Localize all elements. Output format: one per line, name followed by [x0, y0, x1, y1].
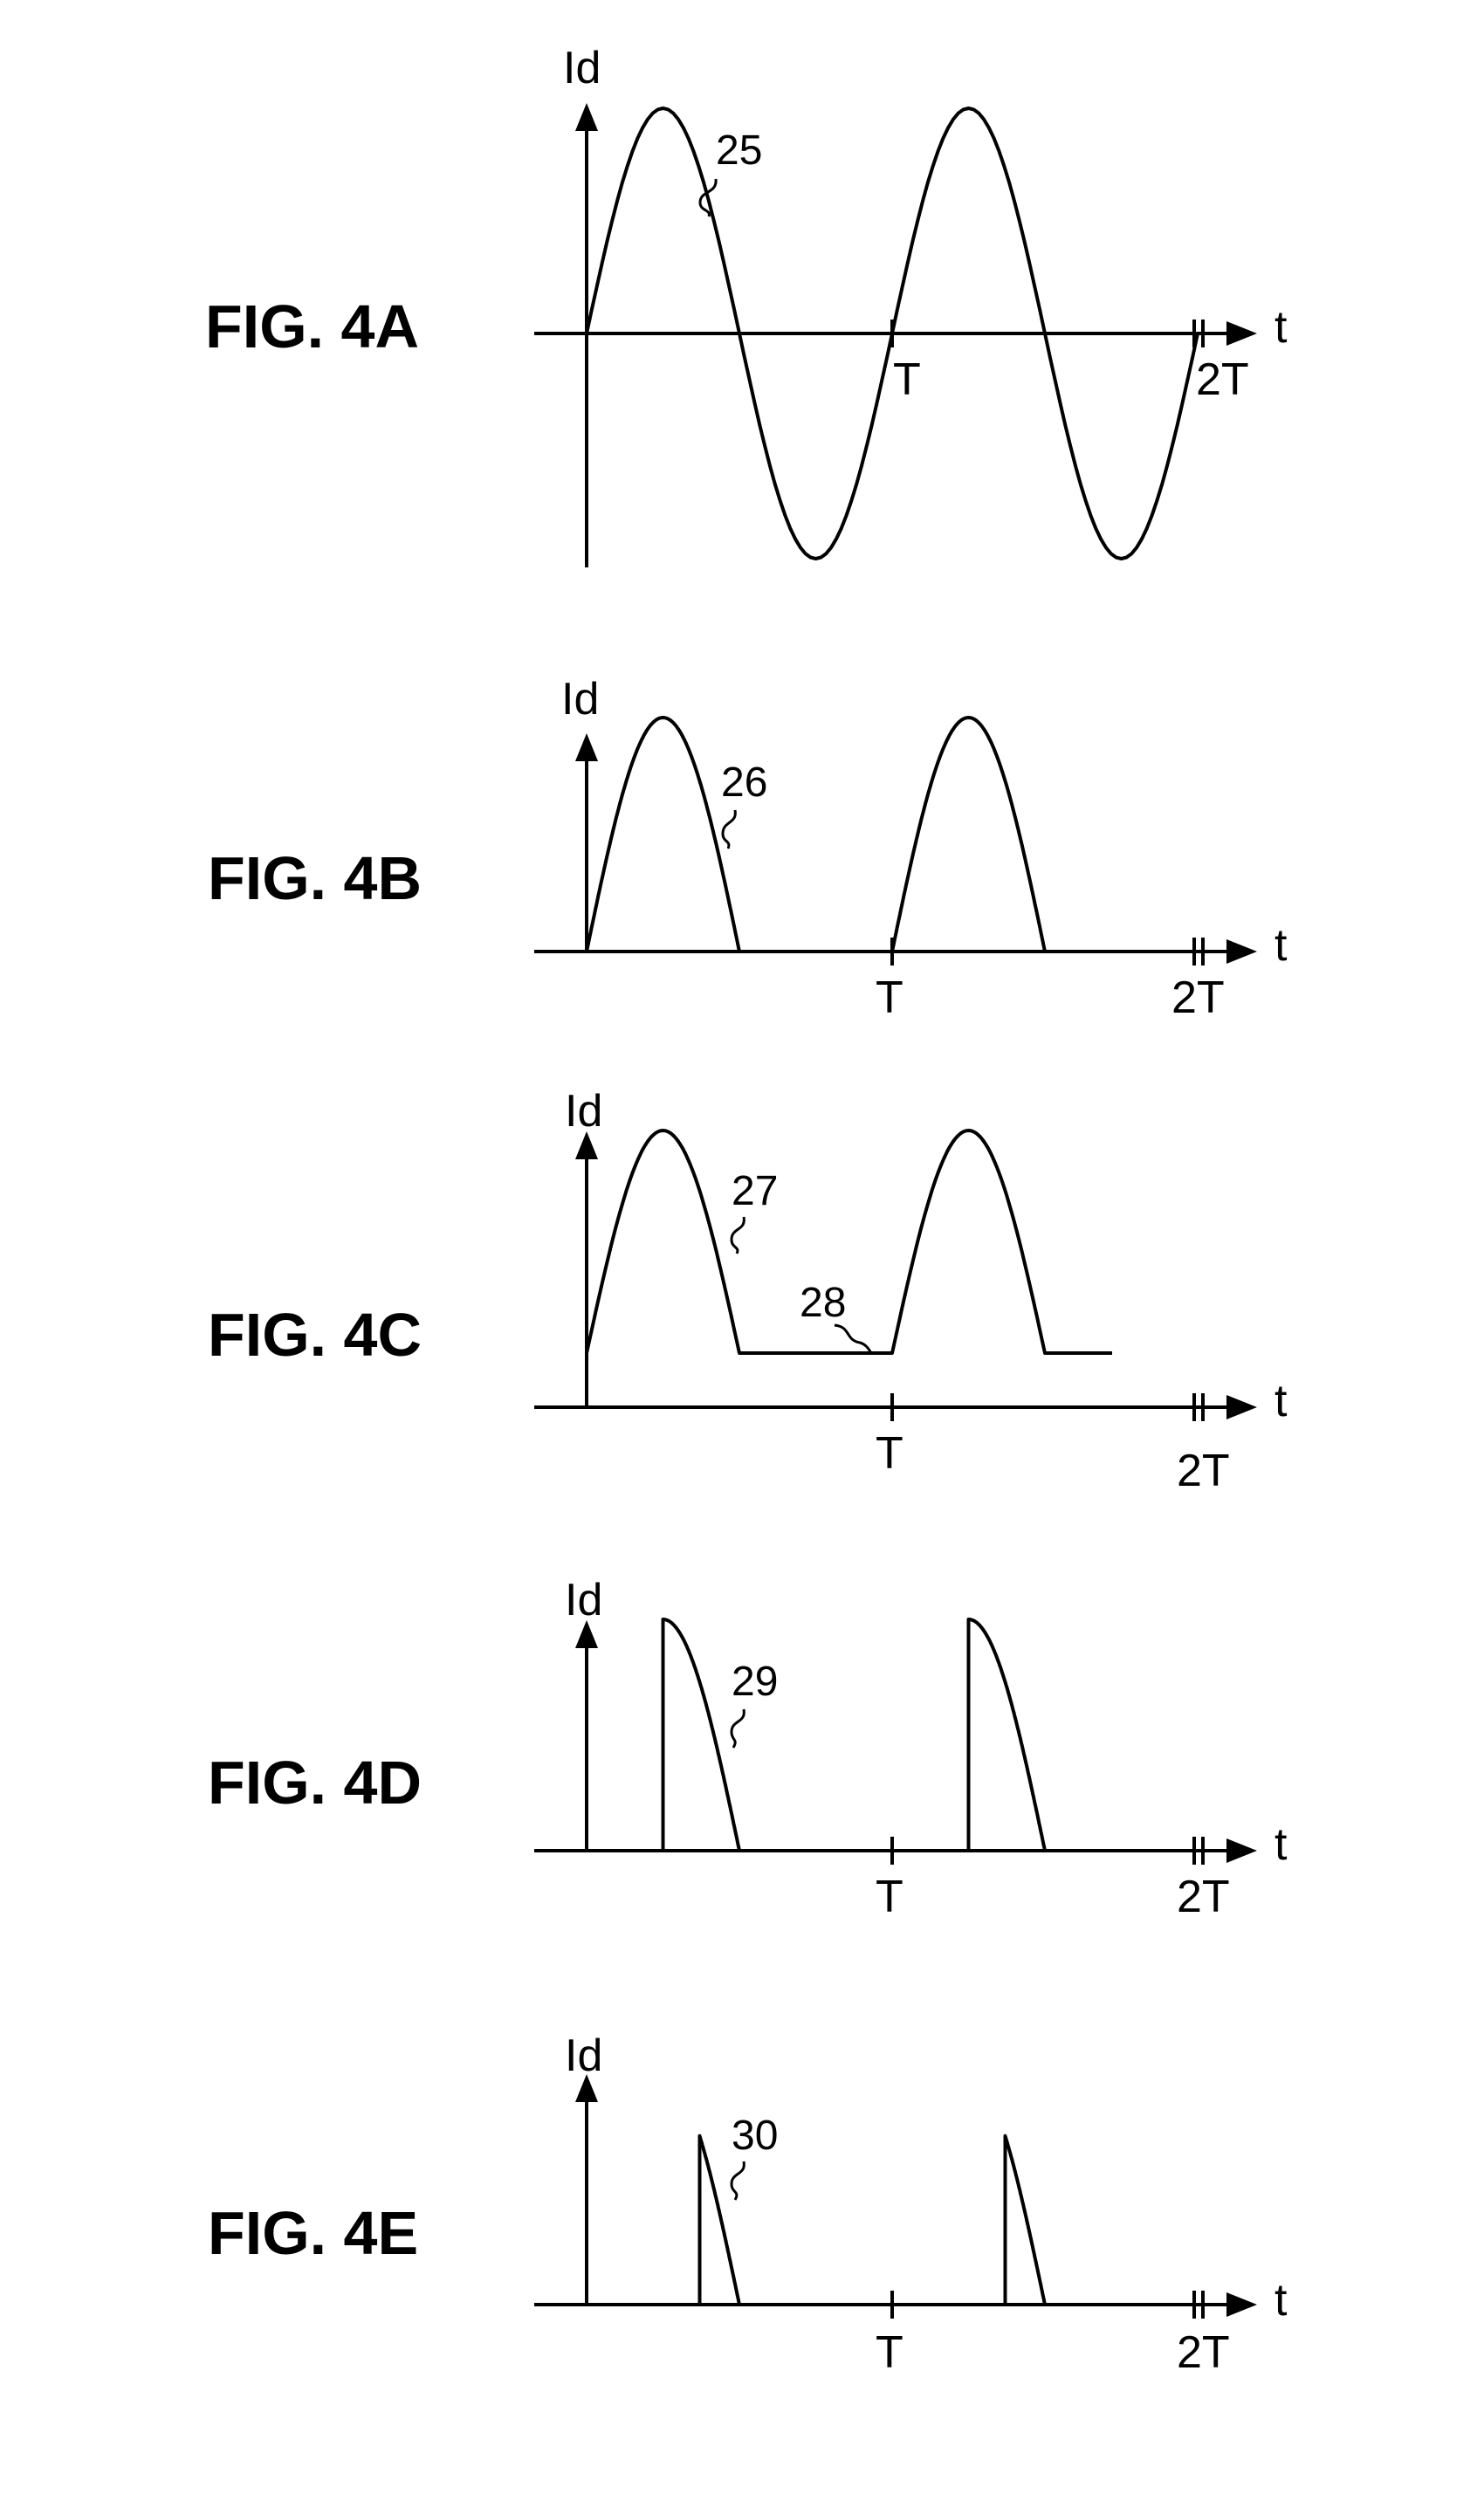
leader-line-26 — [723, 810, 735, 849]
reference-numeral: 25 — [716, 127, 762, 174]
figure-label: FIG. 4D — [208, 1749, 422, 1817]
waveform-26 — [587, 718, 1045, 952]
leader-line-28 — [835, 1325, 871, 1353]
x-axis-arrowhead — [1226, 939, 1257, 964]
figure-label: FIG. 4A — [205, 292, 419, 361]
tick-label-T: T — [876, 972, 903, 1023]
tick-label-2T: 2T — [1196, 354, 1249, 405]
reference-numeral: 30 — [732, 2113, 778, 2159]
x-axis-arrowhead — [1226, 321, 1257, 346]
leader-line-29 — [732, 1709, 744, 1748]
reference-numeral-2: 28 — [800, 1280, 846, 1326]
tick-label-2T: 2T — [1177, 1446, 1230, 1496]
y-axis-label: Id — [565, 1575, 602, 1625]
tick-label-T: T — [893, 354, 921, 405]
x-axis-label: t — [1274, 302, 1288, 353]
tick-label-T: T — [876, 1428, 903, 1479]
figure-4b: FIG. 4B Id t T 2T 26 — [208, 674, 1288, 1023]
x-axis-label: t — [1274, 1376, 1288, 1426]
x-axis-label: t — [1274, 920, 1288, 971]
x-axis-label: t — [1274, 2275, 1288, 2326]
y-axis-label: Id — [563, 43, 601, 93]
y-axis-label: Id — [561, 674, 599, 725]
tick-label-2T: 2T — [1177, 1872, 1230, 1922]
waveform-27-28 — [587, 1130, 1112, 1353]
tick-label-2T: 2T — [1177, 2327, 1230, 2378]
waveform-30 — [700, 2136, 1046, 2305]
leader-line-27 — [732, 1217, 744, 1254]
figure-4a: FIG. 4A Id t T 2T 25 — [205, 43, 1288, 567]
y-axis-label: Id — [565, 2031, 602, 2081]
tick-label-T: T — [876, 2327, 903, 2378]
x-axis-arrowhead — [1226, 1838, 1257, 1863]
x-axis-arrowhead — [1226, 1395, 1257, 1419]
figure-4d: FIG. 4D Id t T 2T 29 — [208, 1575, 1288, 1922]
figure-label: FIG. 4B — [208, 844, 422, 912]
x-axis-arrowhead — [1226, 2292, 1257, 2317]
tick-label-T: T — [876, 1872, 903, 1922]
reference-numeral: 27 — [732, 1168, 778, 1214]
x-axis-label: t — [1274, 1819, 1288, 1870]
reference-numeral: 26 — [721, 759, 767, 806]
waveform-29 — [663, 1619, 1046, 1851]
figure-4e: FIG. 4E Id t T 2T 30 — [208, 2031, 1288, 2378]
leader-line-30 — [732, 2161, 744, 2200]
figure-label: FIG. 4E — [208, 2199, 418, 2267]
y-axis-arrowhead — [575, 733, 598, 761]
figure-4c: FIG. 4C Id t T 2T 27 28 — [208, 1086, 1288, 1496]
reference-numeral: 29 — [732, 1659, 778, 1705]
y-axis-arrowhead — [575, 103, 598, 131]
figure-label: FIG. 4C — [208, 1301, 422, 1369]
tick-label-2T: 2T — [1171, 972, 1225, 1023]
y-axis-label: Id — [565, 1086, 602, 1137]
